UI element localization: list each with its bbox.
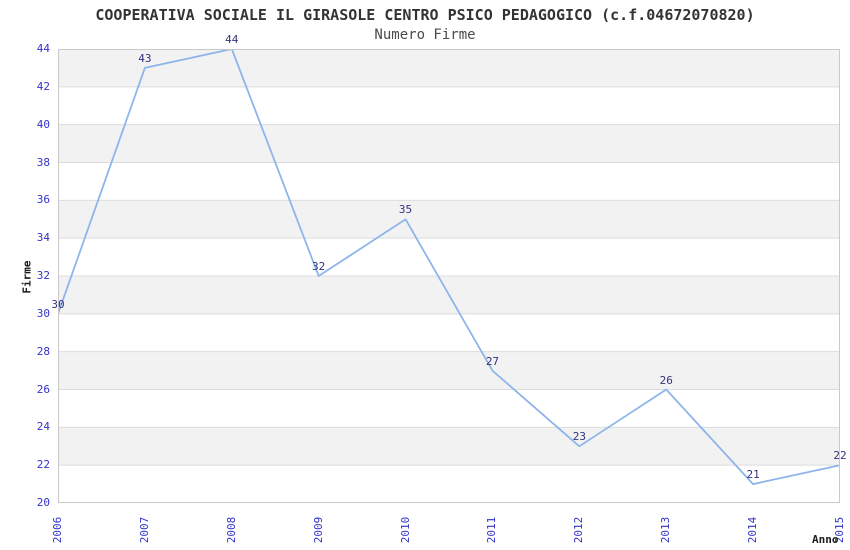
x-tick-label: 2007 — [137, 516, 151, 544]
chart-subtitle: Numero Firme — [374, 27, 476, 43]
point-label: 27 — [485, 354, 500, 368]
y-tick-label: 20 — [36, 496, 50, 509]
x-tick-label: 2013 — [659, 516, 673, 544]
y-tick-label: 40 — [36, 117, 50, 131]
x-tick-label: 2006 — [51, 516, 64, 544]
point-label: 32 — [312, 260, 326, 273]
y-tick-label: 24 — [36, 420, 50, 434]
point-label: 43 — [138, 51, 152, 65]
plot-area — [58, 49, 840, 503]
y-axis-title: Firme — [20, 260, 34, 294]
y-tick-label: 36 — [36, 193, 50, 207]
y-tick-label: 28 — [36, 344, 50, 358]
point-label: 23 — [572, 430, 586, 444]
y-tick-label: 34 — [36, 231, 50, 245]
point-label: 21 — [746, 468, 760, 482]
y-tick-label: 26 — [36, 382, 50, 396]
y-tick-label: 22 — [36, 458, 50, 472]
point-label: 26 — [659, 373, 673, 387]
point-label: 44 — [225, 33, 239, 46]
y-tick-label: 44 — [36, 42, 50, 55]
y-tick-label: 42 — [36, 79, 50, 93]
x-tick-label: 2009 — [311, 516, 325, 544]
line-chart-canvas — [58, 49, 840, 503]
point-label: 35 — [398, 203, 413, 217]
x-tick-label: 2011 — [485, 516, 499, 544]
y-tick-label: 30 — [36, 306, 50, 320]
y-tick-label: 38 — [36, 155, 50, 169]
x-axis-title: Anno — [812, 533, 839, 546]
point-label: 22 — [833, 449, 847, 463]
x-tick-label: 2014 — [746, 516, 760, 544]
x-tick-label: 2008 — [224, 516, 238, 544]
data-line — [58, 49, 840, 485]
point-label: 30 — [51, 297, 65, 311]
x-tick-label: 2010 — [398, 516, 412, 544]
y-tick-label: 32 — [36, 269, 50, 282]
x-tick-label: 2012 — [572, 516, 586, 544]
chart-title: COOPERATIVA SOCIALE IL GIRASOLE CENTRO P… — [95, 6, 755, 24]
